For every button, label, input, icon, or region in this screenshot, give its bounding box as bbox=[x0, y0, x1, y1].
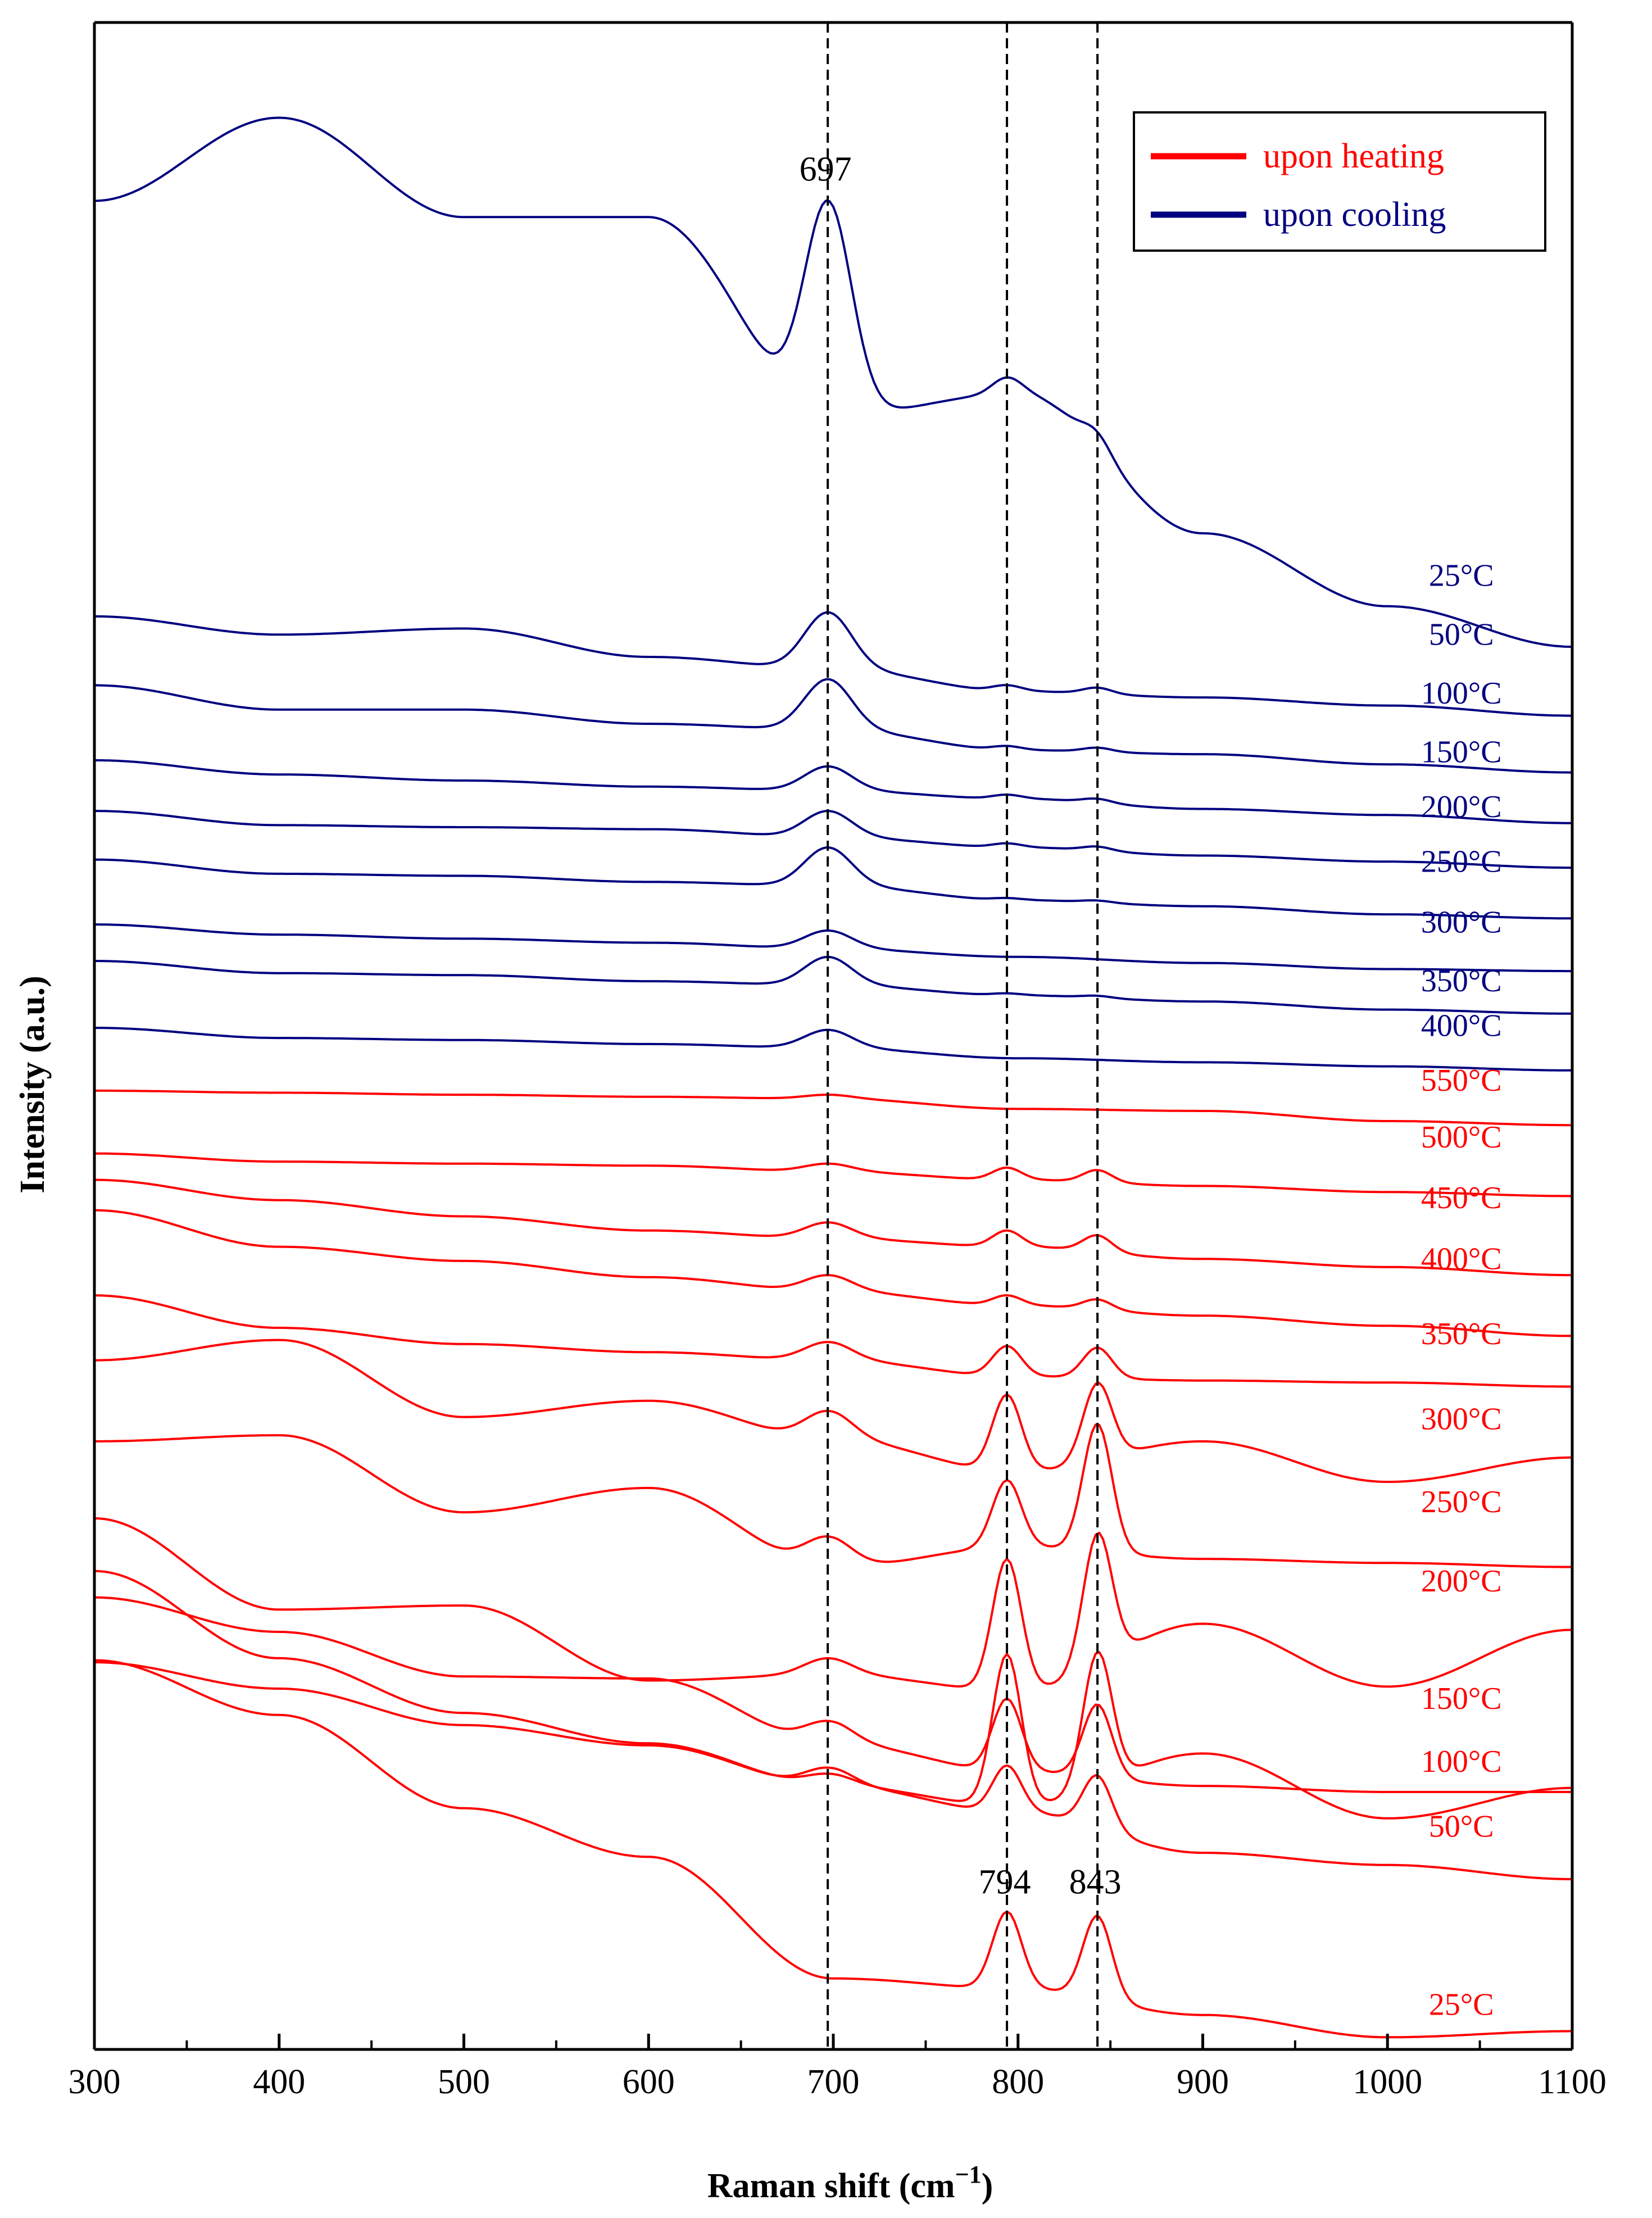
temp-label-heating-12: 400°C bbox=[1421, 1241, 1502, 1276]
x-tick-label-400: 400 bbox=[253, 2063, 305, 2101]
spectrum-cooling-1 bbox=[94, 611, 1572, 717]
x-tick-label-700: 700 bbox=[807, 2063, 860, 2101]
spectrum-cooling-3 bbox=[94, 759, 1572, 824]
spectrum-heating-9 bbox=[94, 1089, 1572, 1127]
temp-label-cooling-0: 25°C bbox=[1429, 559, 1494, 593]
peak-labels: 697 794 843 bbox=[800, 150, 1122, 1901]
reference-lines bbox=[827, 22, 1099, 2049]
spectrum-heating-11 bbox=[94, 1178, 1572, 1277]
temp-label-heating-17: 150°C bbox=[1421, 1681, 1502, 1716]
spectrum-cooling-6 bbox=[94, 923, 1572, 973]
temp-label-heating-11: 450°C bbox=[1421, 1181, 1502, 1215]
temp-label-cooling-2: 100°C bbox=[1421, 676, 1502, 711]
temp-label-cooling-7: 350°C bbox=[1421, 964, 1502, 999]
x-axis-title-sup: −1 bbox=[955, 2161, 982, 2188]
spectrum-cooling-2 bbox=[94, 678, 1572, 774]
spectrum-heating-13 bbox=[94, 1294, 1572, 1388]
legend-label-0: upon heating bbox=[1263, 137, 1444, 175]
spectrum-heating-12 bbox=[94, 1209, 1572, 1337]
spectrum-cooling-0 bbox=[94, 116, 1573, 648]
temp-label-heating-14: 300°C bbox=[1421, 1401, 1502, 1436]
temp-label-heating-9: 550°C bbox=[1421, 1063, 1502, 1098]
x-tick-label-1100: 1100 bbox=[1538, 2063, 1606, 2101]
y-axis-title: Intensity (a.u.) bbox=[13, 976, 52, 1194]
temp-label-cooling-4: 200°C bbox=[1421, 790, 1502, 824]
spectrum-heating-14 bbox=[94, 1339, 1572, 1483]
x-tick-label-500: 500 bbox=[438, 2063, 490, 2101]
temp-label-cooling-3: 150°C bbox=[1421, 735, 1502, 770]
spectrum-heating-15 bbox=[94, 1423, 1572, 1568]
temp-label-cooling-5: 250°C bbox=[1421, 844, 1502, 879]
temp-label-heating-16: 200°C bbox=[1421, 1564, 1502, 1599]
spectrum-heating-20 bbox=[94, 1659, 1572, 2039]
legend-label-1: upon cooling bbox=[1263, 196, 1446, 234]
x-tick-label-600: 600 bbox=[623, 2063, 675, 2101]
temp-label-heating-13: 350°C bbox=[1421, 1317, 1502, 1351]
spectrum-heating-17 bbox=[94, 1570, 1573, 1820]
temp-label-heating-15: 250°C bbox=[1421, 1485, 1502, 1520]
x-axis-ticks: 300 400 500 600 700 800 900 1000 1100 bbox=[69, 2034, 1606, 2101]
peak-label-697: 697 bbox=[800, 150, 852, 188]
spectrum-cooling-4 bbox=[94, 810, 1572, 869]
peak-label-843: 843 bbox=[1069, 1863, 1122, 1901]
spectrum-cooling-8 bbox=[94, 1027, 1572, 1072]
temp-label-heating-20: 25°C bbox=[1429, 1988, 1494, 2022]
legend: upon heating upon cooling bbox=[1133, 111, 1546, 252]
x-tick-label-800: 800 bbox=[992, 2063, 1044, 2101]
temp-label-heating-18: 100°C bbox=[1421, 1744, 1502, 1779]
x-axis-title: Raman shift (cm−1) bbox=[707, 2161, 993, 2205]
x-axis-title-close: ) bbox=[982, 2167, 993, 2205]
temperature-labels: 25°C 50°C 100°C 150°C 200°C 250°C 300°C 350°C 40… bbox=[1421, 559, 1502, 2022]
spectrum-heating-19 bbox=[94, 1661, 1572, 1880]
x-tick-label-1000: 1000 bbox=[1353, 2063, 1422, 2101]
x-axis-title-main: Raman shift (cm bbox=[707, 2167, 955, 2205]
temp-label-cooling-8: 400°C bbox=[1421, 1009, 1502, 1044]
temp-label-cooling-6: 300°C bbox=[1421, 905, 1502, 940]
legend-box bbox=[1133, 111, 1546, 252]
peak-label-794: 794 bbox=[979, 1863, 1031, 1901]
temp-label-heating-10: 500°C bbox=[1421, 1120, 1502, 1155]
plot-frame bbox=[93, 21, 1574, 2051]
spectrum-heating-10 bbox=[94, 1152, 1573, 1198]
spectrum-cooling-7 bbox=[94, 956, 1572, 1015]
temp-label-cooling-1: 50°C bbox=[1429, 617, 1494, 652]
temp-label-heating-19: 50°C bbox=[1429, 1809, 1494, 1844]
spectrum-heating-16 bbox=[94, 1517, 1573, 1688]
x-tick-label-900: 900 bbox=[1177, 2063, 1229, 2101]
spectrum-heating-18 bbox=[94, 1596, 1572, 1793]
spectra-group bbox=[94, 116, 1573, 2039]
spectrum-cooling-5 bbox=[94, 846, 1572, 920]
x-tick-label-300: 300 bbox=[69, 2063, 121, 2101]
